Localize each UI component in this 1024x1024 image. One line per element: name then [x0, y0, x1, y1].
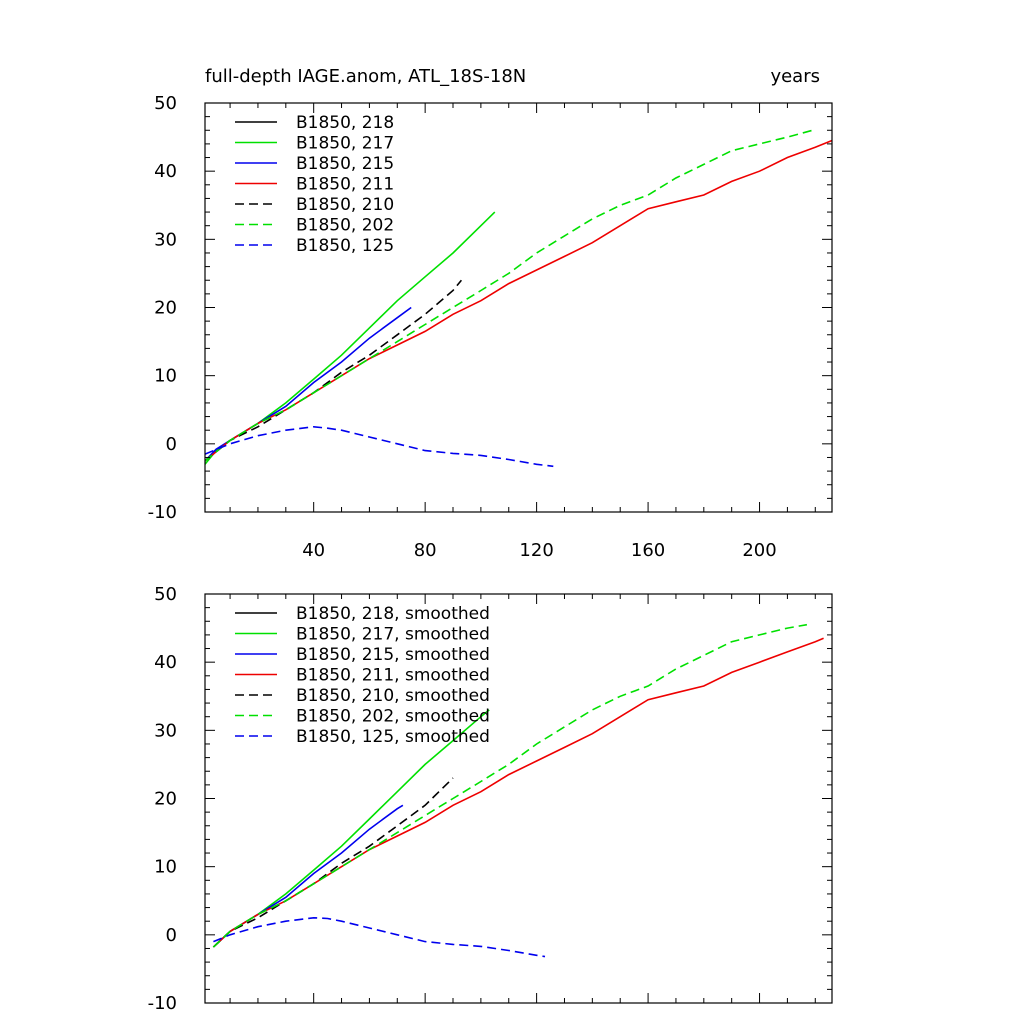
y-tick-label: 30	[154, 229, 177, 250]
series-line-6	[205, 427, 553, 467]
legend-label-4: B1850, 210	[296, 195, 394, 215]
legend-label-2: B1850, 215	[296, 154, 394, 174]
x-tick-label: 200	[742, 540, 776, 561]
y-tick-label: 40	[154, 652, 177, 673]
y-tick-label: 30	[154, 720, 177, 741]
legend-label-3: B1850, 211, smoothed	[296, 666, 490, 686]
x-tick-label: 40	[302, 540, 325, 561]
top-panel: full-depth IAGE.anom, ATL_18S-18N years …	[148, 66, 832, 561]
x-tick-label: 160	[631, 540, 665, 561]
y-tick-label: 20	[154, 789, 177, 810]
x-tick-label: 120	[519, 540, 553, 561]
y-tick-label: 0	[166, 434, 177, 455]
y-tick-label: 40	[154, 161, 177, 182]
legend-label-0: B1850, 218, smoothed	[296, 604, 490, 624]
y-tick-label: 0	[166, 925, 177, 946]
series-line-6	[213, 918, 545, 957]
legend-label-5: B1850, 202	[296, 216, 394, 236]
legend-label-2: B1850, 215, smoothed	[296, 645, 490, 665]
series-line-4	[213, 778, 453, 947]
y-tick-label: 50	[154, 584, 177, 605]
legend-label-3: B1850, 211	[296, 175, 394, 195]
legend-label-5: B1850, 202, smoothed	[296, 707, 490, 727]
y-tick-label: 10	[154, 366, 177, 387]
y-tick-label: 10	[154, 857, 177, 878]
x-tick-label: 80	[414, 540, 437, 561]
legend-label-1: B1850, 217, smoothed	[296, 625, 490, 645]
y-tick-label: 50	[154, 93, 177, 114]
legend-label-6: B1850, 125	[296, 236, 394, 256]
y-tick-label: -10	[148, 502, 177, 523]
y-tick-label: 20	[154, 298, 177, 319]
bottom-panel: -1001020304050 B1850, 218, smoothedB1850…	[148, 584, 832, 1014]
panel-title: full-depth IAGE.anom, ATL_18S-18N	[205, 66, 526, 87]
y-tick-label: -10	[148, 993, 177, 1014]
legend-label-4: B1850, 210, smoothed	[296, 686, 490, 706]
legend-label-1: B1850, 217	[296, 134, 394, 154]
legend: B1850, 218, smoothedB1850, 217, smoothed…	[235, 604, 490, 747]
legend-label-6: B1850, 125, smoothed	[296, 727, 490, 747]
legend-label-0: B1850, 218	[296, 113, 394, 133]
legend: B1850, 218B1850, 217B1850, 215B1850, 211…	[235, 113, 394, 256]
units-label: years	[770, 66, 820, 87]
series-line-4	[205, 280, 461, 461]
